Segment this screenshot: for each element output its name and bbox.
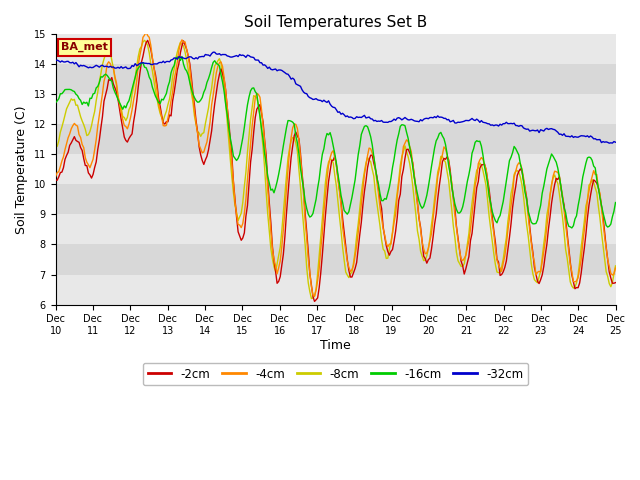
Bar xyxy=(56,64,616,94)
Y-axis label: Soil Temperature (C): Soil Temperature (C) xyxy=(15,105,28,234)
Bar xyxy=(56,34,616,64)
Bar xyxy=(56,215,616,244)
Bar xyxy=(56,184,616,215)
Bar xyxy=(56,154,616,184)
Bar xyxy=(56,94,616,124)
X-axis label: Time: Time xyxy=(320,339,351,352)
Legend: -2cm, -4cm, -8cm, -16cm, -32cm: -2cm, -4cm, -8cm, -16cm, -32cm xyxy=(143,363,528,385)
Title: Soil Temperatures Set B: Soil Temperatures Set B xyxy=(244,15,428,30)
Bar xyxy=(56,275,616,305)
Bar xyxy=(56,124,616,154)
Text: BA_met: BA_met xyxy=(61,42,108,52)
Bar xyxy=(56,244,616,275)
